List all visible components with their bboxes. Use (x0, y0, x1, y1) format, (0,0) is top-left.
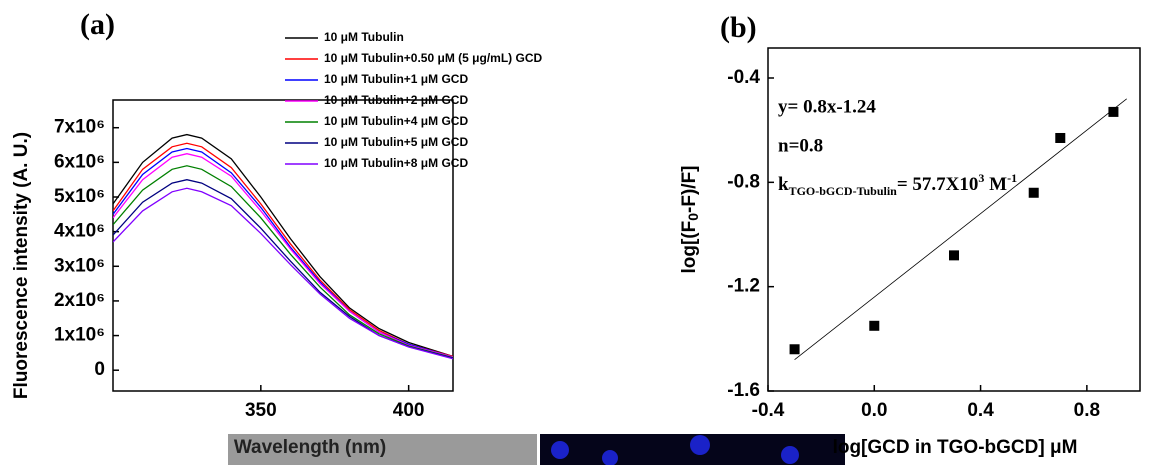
x-axis-label: Wavelength (nm) (234, 437, 386, 458)
y-tick-label: -1.2 (727, 276, 760, 297)
annotation-part: M (984, 174, 1007, 195)
panel-title: (b) (720, 11, 757, 44)
annotation-part: TGO-bGCD-Tubulin (789, 184, 898, 198)
y-axis-label: Fluorescence intensity (A. U.) (11, 132, 32, 399)
micrograph-cell (551, 441, 569, 459)
spectrum-line (113, 187, 453, 360)
micrograph-cell (690, 435, 710, 455)
panel-title: (a) (80, 8, 115, 41)
y-tick-label: 1x10⁶ (54, 325, 105, 346)
spectrum-line (113, 142, 453, 358)
legend-label: 10 μM Tubulin+0.50 μM (5 μg/mL) GCD (324, 51, 542, 65)
x-tick-label: -0.4 (752, 400, 785, 421)
annotation: y= 0.8x-1.24 (778, 96, 876, 117)
y-tick-label: -0.4 (727, 67, 760, 88)
spectrum-line (113, 153, 453, 358)
annotation: kTGO-bGCD-Tubulin= 57.7X103 M-1 (778, 171, 1017, 198)
y-axis-label-part: 0 (685, 213, 701, 221)
y-axis-label-part: [(F (679, 221, 700, 245)
legend-label: 10 μM Tubulin+5 μM GCD (324, 135, 468, 149)
annotation-part: 3 (978, 171, 984, 185)
y-tick-label: 2x10⁶ (54, 290, 105, 311)
annotation-part: k (778, 174, 789, 195)
legend-label: 10 μM Tubulin+2 μM GCD (324, 93, 468, 107)
x-axis-label: log[GCD in TGO-bGCD] μM (833, 437, 1078, 458)
legend-label: 10 μM Tubulin (324, 30, 404, 44)
micrograph-cell (602, 450, 618, 465)
spectrum-line (113, 179, 453, 359)
y-tick-label: 0 (94, 359, 105, 380)
plot-frame (767, 47, 1141, 392)
spectrum-line (113, 133, 453, 358)
legend-label: 10 μM Tubulin+1 μM GCD (324, 72, 468, 86)
y-tick-label: 7x10⁶ (54, 117, 105, 138)
y-axis-label: log[(F0-F)/F] (679, 165, 701, 273)
x-tick-label: 400 (393, 400, 425, 421)
x-tick-label: 0.0 (861, 400, 887, 421)
legend-label: 10 μM Tubulin+4 μM GCD (324, 114, 468, 128)
y-tick-label: -1.6 (727, 380, 760, 401)
x-tick-label: 350 (245, 400, 277, 421)
data-point (1055, 132, 1066, 143)
plot-frame (112, 99, 454, 392)
y-tick-label: 6x10⁶ (54, 151, 105, 172)
x-tick-label: 0.4 (967, 400, 994, 421)
x-tick-label: 0.8 (1074, 400, 1100, 421)
y-tick-label: 4x10⁶ (54, 221, 105, 242)
data-point (869, 320, 880, 331)
y-tick-label: -0.8 (727, 171, 760, 192)
y-tick-label: 3x10⁶ (54, 255, 105, 276)
fit-line (794, 98, 1127, 361)
annotation-part: = 57.7X10 (897, 174, 979, 195)
legend-label: 10 μM Tubulin+8 μM GCD (324, 156, 468, 170)
micrograph-cell (781, 446, 799, 464)
spectrum-line (113, 165, 453, 359)
data-point (1108, 106, 1119, 117)
annotation: n=0.8 (778, 135, 823, 156)
annotation-part: -1 (1007, 171, 1017, 185)
y-axis-label-part: -F)/F] (679, 165, 700, 212)
data-point (789, 344, 800, 355)
data-point (1028, 187, 1039, 198)
micrograph-strip (228, 434, 537, 465)
y-tick-label: 5x10⁶ (54, 186, 105, 207)
y-axis-label-part: log (679, 245, 700, 274)
data-point (949, 250, 959, 261)
